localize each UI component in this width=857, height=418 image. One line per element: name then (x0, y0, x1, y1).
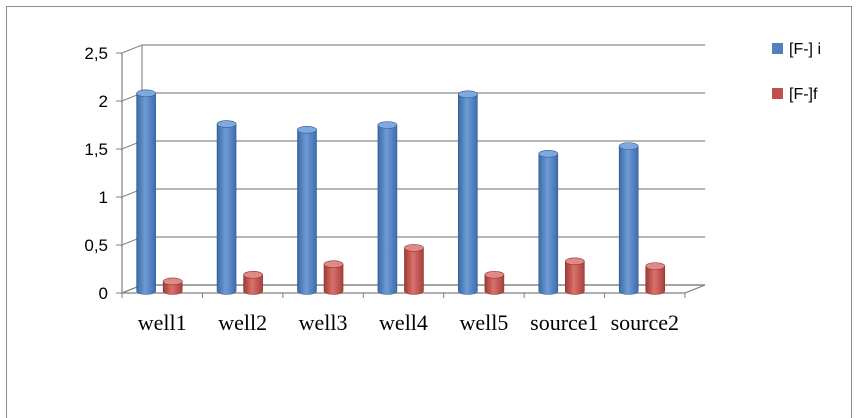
legend-swatch (772, 88, 783, 99)
bar-body (458, 93, 478, 295)
y-tick-labels: 0 0,5 1 1,5 2 2,5 (84, 44, 108, 303)
bar-ff-source2 (645, 262, 666, 295)
bar-body (323, 263, 344, 295)
legend-item-ff: [F-]f (772, 86, 818, 103)
gridline-side (121, 44, 143, 54)
bar-fi-well5 (458, 90, 478, 295)
bar-ff-well1 (162, 277, 183, 295)
bar-top (297, 126, 317, 134)
bar-fi-well1 (136, 89, 156, 295)
bar-body (377, 124, 398, 295)
bar-top (136, 89, 156, 98)
bar-top (162, 277, 183, 286)
bar-top (323, 260, 344, 269)
bar-top (404, 244, 424, 252)
bar-top (618, 142, 639, 150)
bar-body (618, 145, 639, 295)
bar-fi-well3 (297, 126, 317, 295)
bar-top (645, 262, 666, 270)
bar-ff-well4 (404, 244, 424, 295)
legend-label: [F-] i (789, 41, 821, 58)
bar-top (538, 150, 559, 158)
x-tick-label: well3 (299, 310, 348, 335)
bar-ff-source1 (565, 257, 585, 295)
bar-body (136, 93, 156, 295)
x-tick-label: well5 (459, 310, 508, 335)
bar-body (645, 265, 666, 295)
bar-fi-source2 (618, 142, 639, 295)
bar-top (216, 120, 237, 128)
x-tick-label: source1 (530, 310, 598, 335)
bar-body (297, 129, 317, 295)
bar-fi-source1 (538, 150, 559, 295)
x-tick-label: well1 (138, 310, 187, 335)
y-tick-label: 1 (99, 188, 108, 207)
bars (136, 89, 666, 295)
bar-top (565, 257, 585, 266)
bar-body (538, 153, 559, 295)
bar-ff-well3 (323, 260, 344, 295)
bar-fi-well4 (377, 121, 398, 295)
bar-body (216, 123, 237, 295)
bar-top (243, 270, 263, 279)
bar-fi-well2 (216, 120, 237, 295)
bar-top (377, 121, 398, 129)
bar-top (484, 270, 505, 279)
y-tick-label: 1,5 (84, 140, 108, 159)
bar-ff-well2 (243, 270, 263, 295)
x-tick-label: well2 (218, 310, 267, 335)
legend-item-fi: [F-] i (772, 41, 821, 58)
bar-top (458, 90, 478, 99)
x-tick-label: source2 (611, 310, 679, 335)
y-tick-label: 2,5 (84, 44, 108, 63)
legend-label: [F-]f (789, 86, 818, 103)
bar-body (565, 261, 585, 295)
bar-body (404, 247, 424, 295)
legend-swatch (772, 43, 783, 54)
y-tick-label: 0,5 (84, 236, 108, 255)
y-tick-label: 2 (99, 92, 108, 111)
bar-body (243, 274, 263, 295)
x-tick-label: well4 (379, 310, 428, 335)
bar-ff-well5 (484, 270, 505, 295)
y-tick-label: 0 (99, 284, 108, 303)
bar-body (484, 274, 505, 295)
x-tick-labels: well1 well2 well3 well4 well5 source1 source2 (138, 310, 679, 335)
legend: [F-] i [F-]f (772, 41, 821, 103)
